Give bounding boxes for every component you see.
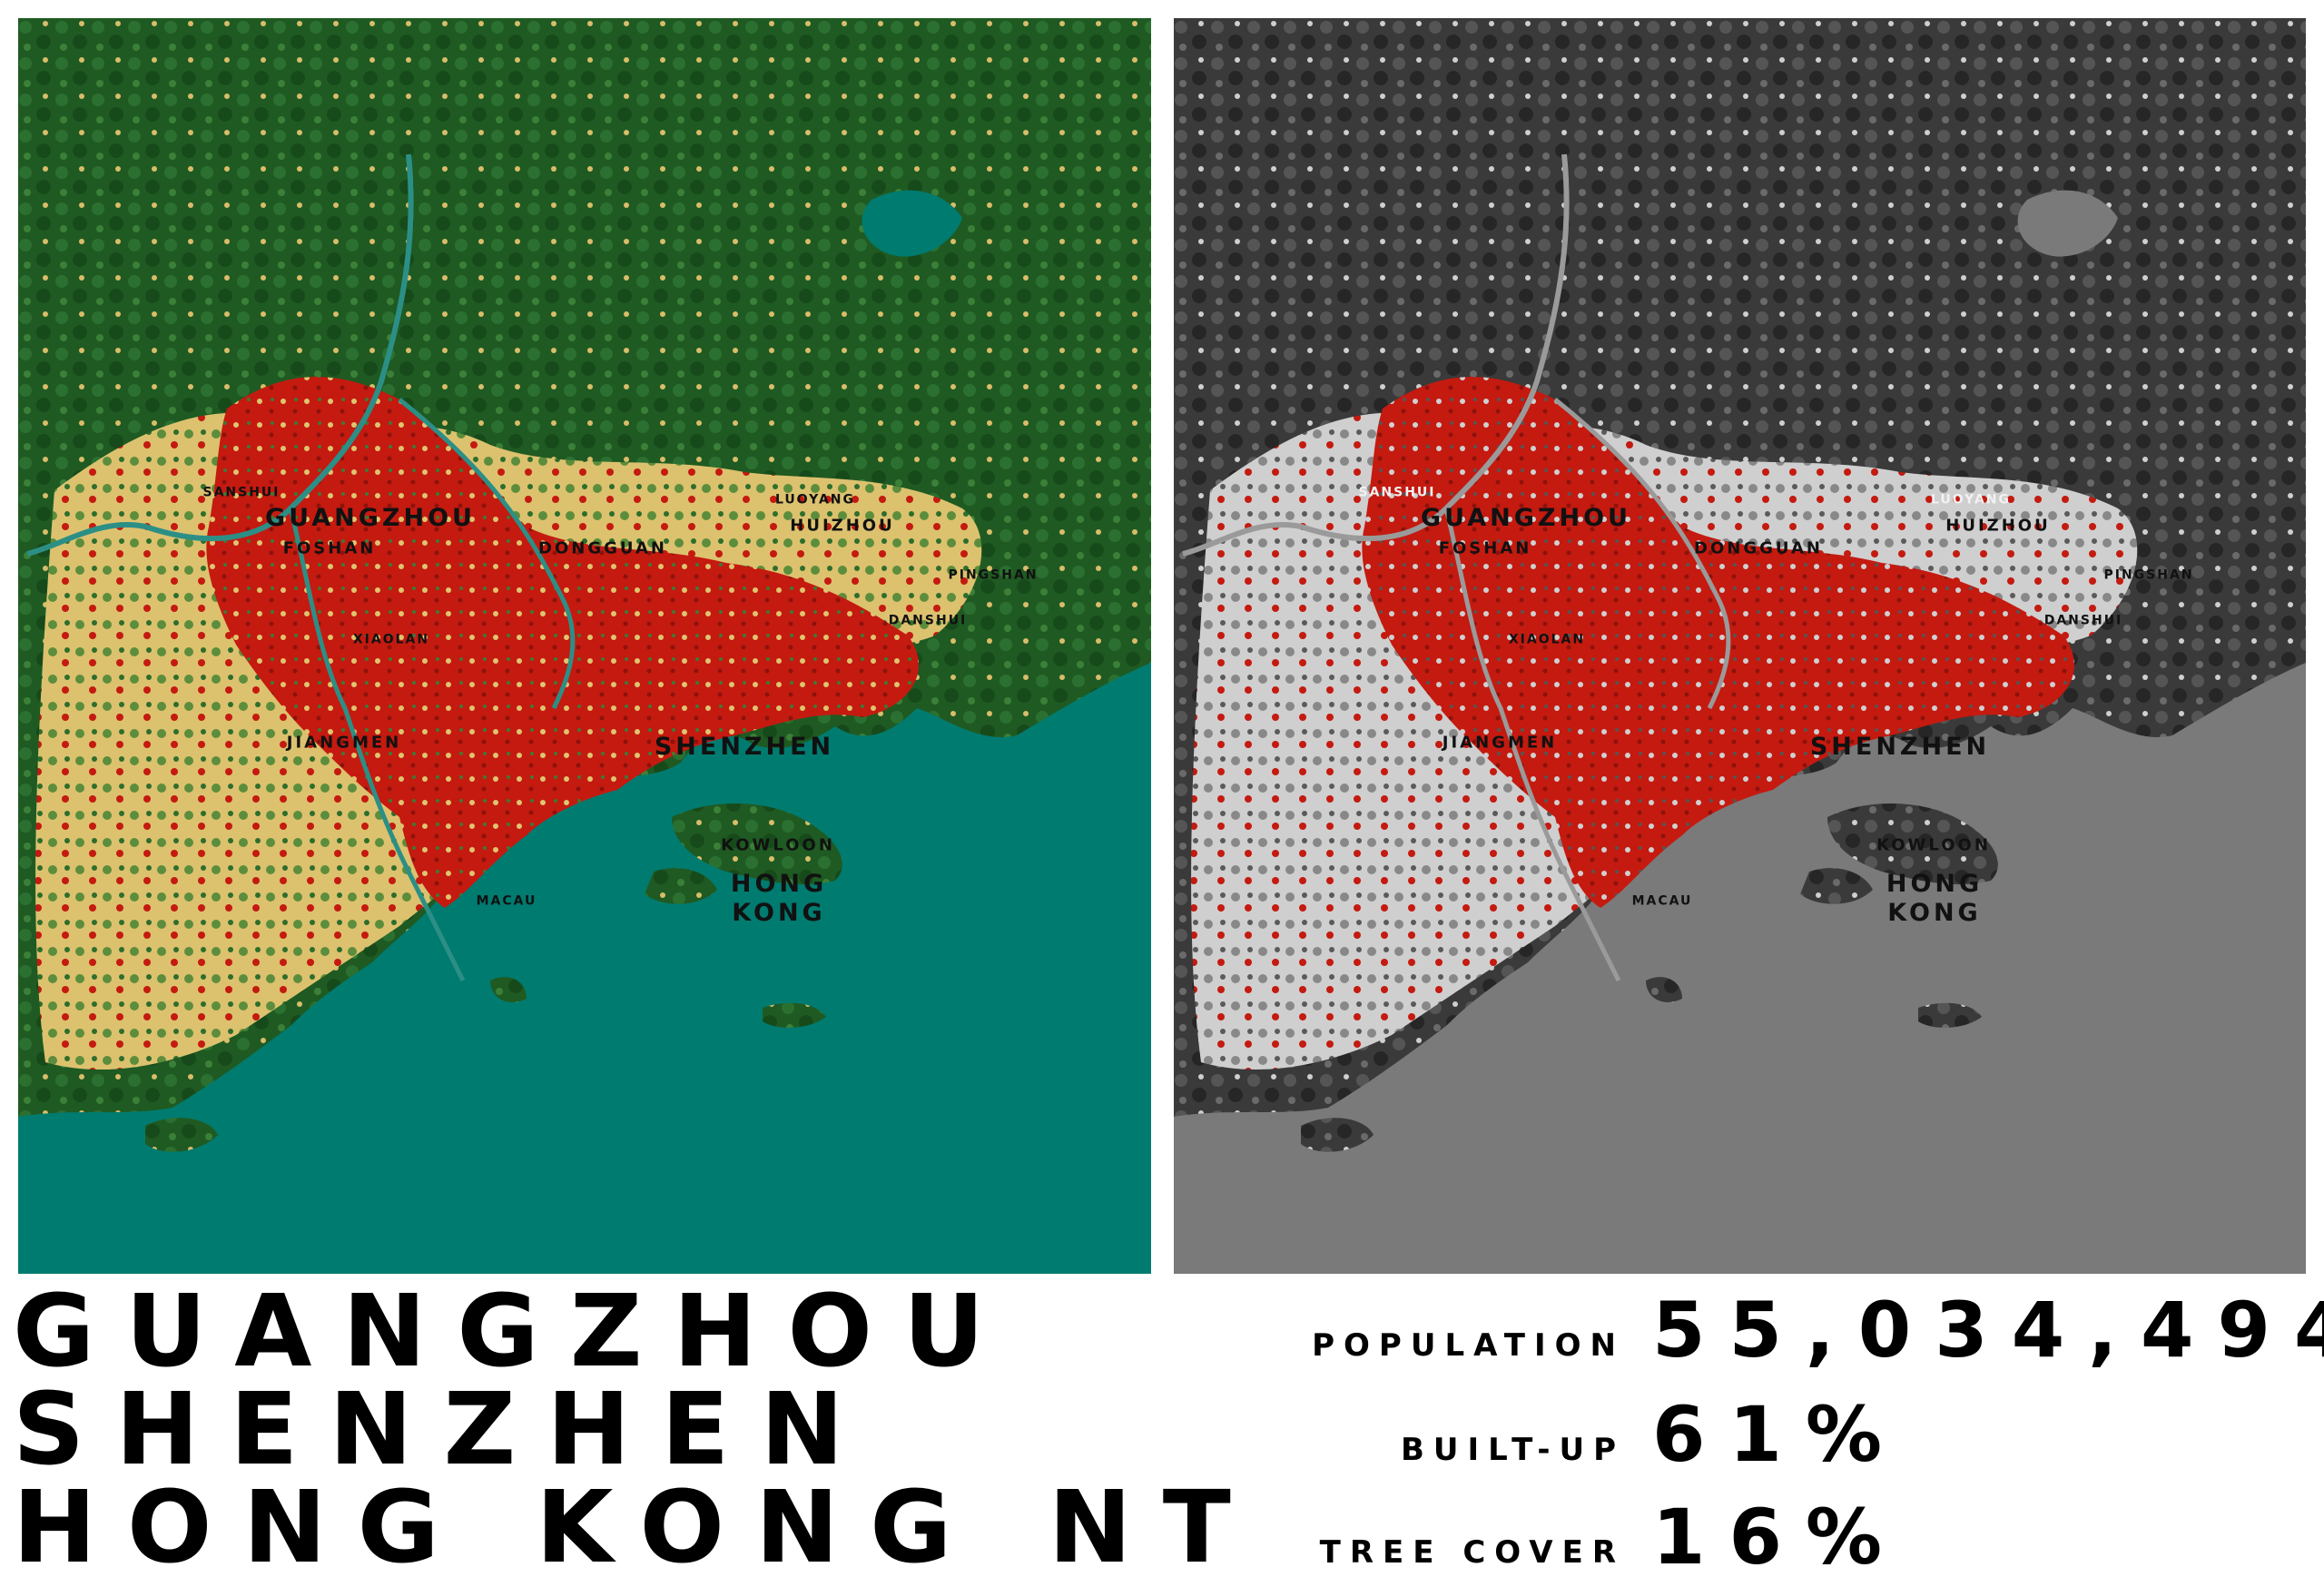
label-sanshui: SANSHUI (1358, 485, 1436, 500)
stat-tree-cover: TREE COVER 16% (1180, 1487, 2315, 1587)
land-cover-map: SANSHUI GUANGZHOU FOSHAN DONGGUAN LUOYAN… (18, 18, 1151, 1274)
label-foshan: FOSHAN (282, 538, 377, 558)
label-kowloon: KOWLOON (1876, 835, 1991, 855)
label-xiaolan: XIAOLAN (1508, 632, 1586, 647)
label-huizhou: HUIZHOU (1945, 516, 2051, 536)
label-xiaolan: XIAOLAN (352, 632, 430, 647)
label-kong: KONG (732, 898, 826, 927)
label-danshui: DANSHUI (888, 613, 968, 628)
label-guangzhou: GUANGZHOU (265, 503, 476, 532)
population-value: 55,034,494 (1652, 1286, 2324, 1375)
label-hong: HONG (730, 869, 828, 898)
built-up-value: 61% (1652, 1390, 1906, 1479)
label-jiangmen: JIANGMEN (1442, 733, 1558, 753)
label-pingshan: PINGSHAN (2103, 567, 2194, 583)
built-up-map: SANSHUI GUANGZHOU FOSHAN DONGGUAN LUOYAN… (1174, 18, 2306, 1274)
label-macau: MACAU (476, 893, 537, 909)
title-line-hong-kong: HONG KONG NT (13, 1469, 1262, 1585)
label-huizhou: HUIZHOU (790, 516, 895, 536)
label-shenzhen: SHENZHEN (1809, 732, 1991, 761)
label-guangzhou: GUANGZHOU (1421, 503, 1631, 532)
label-danshui: DANSHUI (2043, 613, 2123, 628)
label-dongguan: DONGGUAN (1694, 538, 1823, 558)
label-foshan: FOSHAN (1438, 538, 1532, 558)
label-luoyang: LUOYANG (774, 492, 856, 508)
population-label: POPULATION (1312, 1327, 1625, 1364)
tree-cover-value: 16% (1652, 1493, 1906, 1582)
label-shenzhen: SHENZHEN (654, 732, 835, 761)
label-pingshan: PINGSHAN (948, 567, 1039, 583)
poster-title: GUANGZHOU SHENZHEN HONG KONG NT (13, 1273, 1262, 1585)
label-dongguan: DONGGUAN (538, 538, 667, 558)
label-kowloon: KOWLOON (721, 835, 835, 855)
land-cover-map-graphic (18, 18, 1151, 1274)
built-up-map-graphic (1174, 18, 2306, 1274)
built-up-label: BUILT-UP (1400, 1432, 1625, 1468)
title-line-shenzhen: SHENZHEN (13, 1371, 875, 1487)
label-hong: HONG (1886, 869, 1984, 898)
stat-population: POPULATION 55,034,494 (1180, 1280, 2324, 1380)
tree-cover-label: TREE COVER (1319, 1534, 1625, 1571)
label-luoyang: LUOYANG (1930, 492, 2012, 508)
title-line-guangzhou: GUANGZHOU (13, 1273, 1016, 1389)
label-jiangmen: JIANGMEN (286, 733, 402, 753)
label-kong: KONG (1887, 898, 1982, 927)
label-macau: MACAU (1631, 893, 1693, 909)
label-sanshui: SANSHUI (202, 485, 281, 500)
stat-built-up: BUILT-UP 61% (1180, 1385, 2315, 1484)
